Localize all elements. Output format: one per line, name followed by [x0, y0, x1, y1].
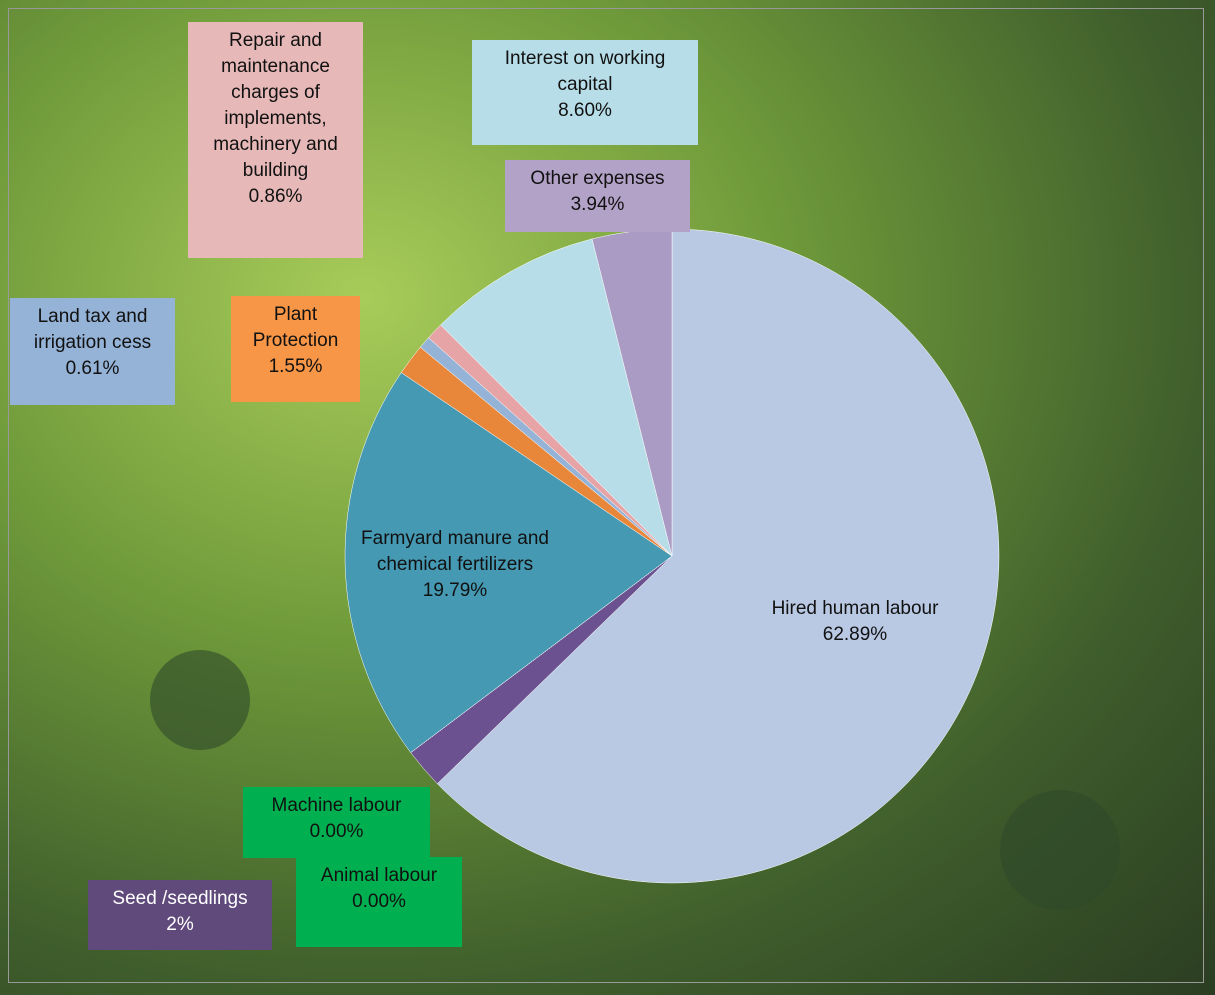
label-value: 0.00%	[352, 891, 406, 912]
label-value: 2%	[166, 914, 194, 935]
label-name: Interest on working capital	[504, 48, 666, 95]
bg-berry	[1000, 790, 1120, 910]
label-name: Machine labour	[271, 795, 402, 816]
label-value: 1.55%	[268, 356, 323, 377]
label-value: 0.00%	[309, 821, 364, 842]
label-value: 0.86%	[248, 186, 303, 207]
label-name: Other expenses	[530, 168, 665, 189]
data-label: Land tax and irrigation cess 0.61%	[10, 298, 175, 405]
label-name: Animal labour	[320, 865, 438, 886]
data-label: Seed /seedlings 2%	[88, 880, 272, 950]
frame	[8, 8, 1204, 983]
label-name: Plant Protection	[252, 304, 339, 351]
label-value: 3.94%	[570, 194, 625, 215]
pie-slice	[436, 228, 1000, 884]
pie-slice	[440, 238, 673, 557]
pie-slice	[344, 372, 673, 753]
data-label: Hired human labour 62.89%	[730, 590, 980, 670]
data-label: Farmyard manure and chemical fertilizers…	[350, 520, 560, 660]
bg-berry	[150, 650, 250, 750]
data-label: Interest on working capital 8.60%	[472, 40, 698, 145]
data-label: Animal labour 0.00%	[296, 857, 462, 947]
label-name: Farmyard manure and chemical fertilizers	[361, 528, 549, 575]
data-label: Other expenses 3.94%	[505, 160, 690, 232]
data-label: Repair and maintenance charges of implem…	[188, 22, 363, 258]
label-name: Hired human labour	[771, 598, 939, 619]
label-value: 19.79%	[422, 580, 488, 601]
data-label: Plant Protection 1.55%	[231, 296, 360, 402]
label-name: Land tax and irrigation cess	[33, 306, 152, 353]
label-value: 8.60%	[558, 100, 612, 121]
data-label: Machine labour 0.00%	[243, 787, 430, 858]
label-name: Seed /seedlings	[112, 888, 248, 909]
label-name: Repair and maintenance charges of implem…	[213, 30, 338, 181]
label-value: 0.61%	[65, 358, 120, 379]
label-value: 62.89%	[822, 624, 888, 645]
